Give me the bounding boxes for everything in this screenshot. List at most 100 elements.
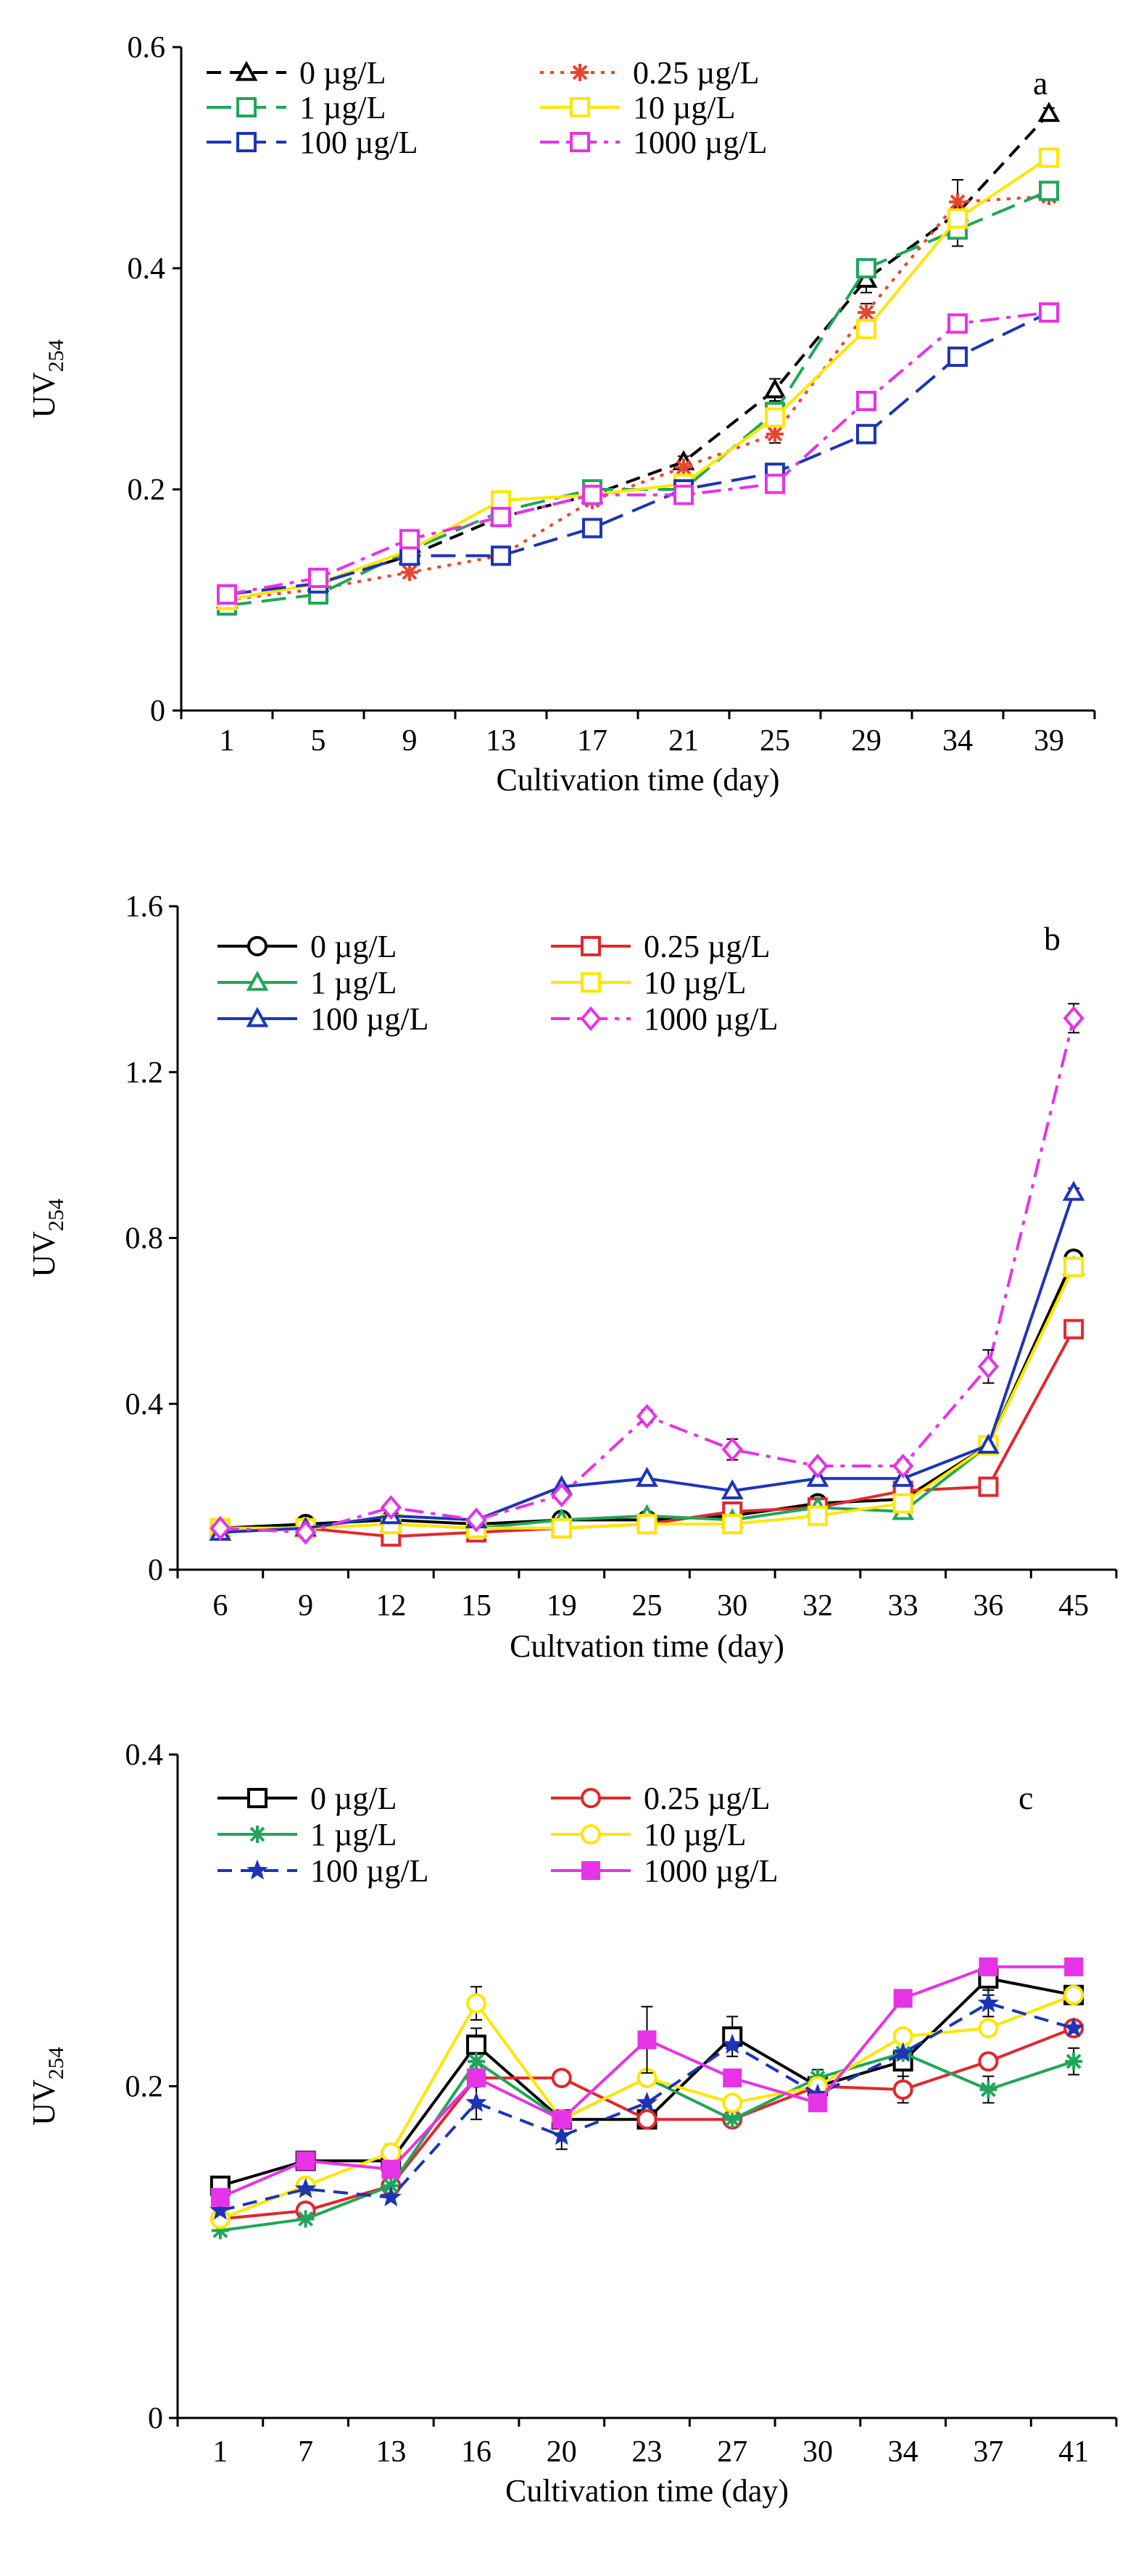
data-point xyxy=(1039,181,1059,202)
series-2 xyxy=(217,181,1059,616)
data-point xyxy=(1063,1319,1084,1340)
legend-entry: 10 µg/L xyxy=(540,90,735,125)
y-tick-label: 0.4 xyxy=(125,1739,164,1772)
series-line xyxy=(226,311,1050,596)
legend-marker xyxy=(571,64,589,81)
x-tick-label: 25 xyxy=(760,724,790,758)
x-tick-label: 30 xyxy=(802,2435,833,2469)
y-axis-title-subscript: 254 xyxy=(44,2047,68,2079)
y-tick-label: 0.6 xyxy=(128,31,166,65)
y-axis-title: UV254 xyxy=(26,2047,68,2126)
data-point xyxy=(209,1515,231,1541)
legend-label: 1 µg/L xyxy=(310,965,397,1001)
data-point xyxy=(765,407,785,428)
data-point xyxy=(582,484,602,505)
data-point xyxy=(763,378,787,399)
x-tick-label: 9 xyxy=(402,724,418,758)
y-tick-label: 0 xyxy=(148,2402,163,2435)
legend-label: 1000 µg/L xyxy=(644,1001,778,1037)
data-point xyxy=(551,1517,572,1538)
data-point xyxy=(856,318,876,339)
data-point xyxy=(380,2186,402,2207)
legend-entry: 100 µg/L xyxy=(217,1001,428,1037)
data-point xyxy=(722,2092,743,2113)
legend-label: 10 µg/L xyxy=(644,965,746,1001)
y-tick-label: 0.4 xyxy=(125,1388,164,1421)
data-point xyxy=(856,391,876,411)
data-point xyxy=(1063,2016,1084,2037)
series-4 xyxy=(217,302,1059,605)
data-point xyxy=(491,507,511,528)
legend-label: 10 µg/L xyxy=(633,90,735,125)
legend-label: 1000 µg/L xyxy=(633,125,767,160)
data-point xyxy=(947,347,968,367)
series-4 xyxy=(209,1180,1085,1541)
data-point xyxy=(308,568,328,588)
x-tick-label: 36 xyxy=(973,1589,1003,1623)
legend-entry: 0 µg/L xyxy=(217,929,397,964)
data-point xyxy=(766,425,784,443)
x-tick-label: 17 xyxy=(577,724,607,758)
data-point xyxy=(1064,1957,1084,1976)
x-tick-label: 6 xyxy=(212,1589,228,1623)
series-line xyxy=(226,156,1050,602)
legend-label: 100 µg/L xyxy=(299,125,418,160)
y-tick-label: 1.6 xyxy=(125,890,164,924)
legend-marker xyxy=(236,97,257,117)
data-point xyxy=(947,313,968,334)
data-point xyxy=(636,2109,657,2130)
legend-entry: 1 µg/L xyxy=(217,965,397,1001)
legend-label: 10 µg/L xyxy=(644,1817,746,1852)
data-point xyxy=(380,1495,402,1520)
legend-entry: 100 µg/L xyxy=(217,1853,428,1889)
y-axis-title-main: UV xyxy=(26,2079,62,2126)
x-tick-label: 30 xyxy=(717,1589,747,1623)
legend-label: 100 µg/L xyxy=(310,1001,428,1037)
data-point xyxy=(858,304,875,321)
data-point xyxy=(1039,302,1059,323)
panel-label: b xyxy=(1044,920,1061,957)
x-tick-label: 12 xyxy=(376,1589,406,1623)
legend-label: 1 µg/L xyxy=(299,90,386,125)
data-point xyxy=(466,2034,487,2055)
y-axis-title-main: UV xyxy=(26,372,62,418)
data-point xyxy=(551,2068,572,2089)
data-point xyxy=(721,1437,743,1462)
x-tick-label: 27 xyxy=(717,2435,747,2469)
x-tick-label: 41 xyxy=(1058,2435,1089,2469)
data-point xyxy=(636,1514,657,1535)
data-point xyxy=(892,2042,914,2063)
data-point xyxy=(582,518,602,539)
data-point xyxy=(1062,1180,1085,1201)
series-line xyxy=(226,311,1050,596)
series-line xyxy=(220,2002,1074,2213)
y-tick-label: 0.4 xyxy=(128,252,166,286)
data-point xyxy=(296,2151,315,2171)
legend-marker xyxy=(581,1824,601,1844)
data-point xyxy=(892,1453,914,1479)
data-point xyxy=(465,2091,487,2112)
data-point xyxy=(675,458,692,476)
legend-marker xyxy=(247,1788,267,1808)
x-tick-label: 45 xyxy=(1058,1589,1089,1623)
legend-marker xyxy=(570,132,590,152)
data-point xyxy=(465,1507,487,1533)
data-point xyxy=(855,268,878,288)
data-point xyxy=(979,2081,997,2099)
data-point xyxy=(399,529,420,550)
data-point xyxy=(552,2110,571,2129)
data-point xyxy=(637,2030,657,2050)
legend-marker xyxy=(246,1859,268,1880)
data-point xyxy=(636,1404,658,1429)
data-point xyxy=(399,545,420,566)
data-point xyxy=(893,1989,913,2008)
series-5 xyxy=(209,1003,1084,1545)
data-point xyxy=(979,1957,998,1976)
data-point xyxy=(1063,1006,1084,1031)
x-tick-label: 19 xyxy=(547,1589,577,1623)
series-3 xyxy=(209,1256,1084,1538)
data-point xyxy=(856,258,876,278)
data-point xyxy=(296,2210,315,2228)
data-point xyxy=(673,484,694,505)
data-point xyxy=(978,2051,999,2072)
